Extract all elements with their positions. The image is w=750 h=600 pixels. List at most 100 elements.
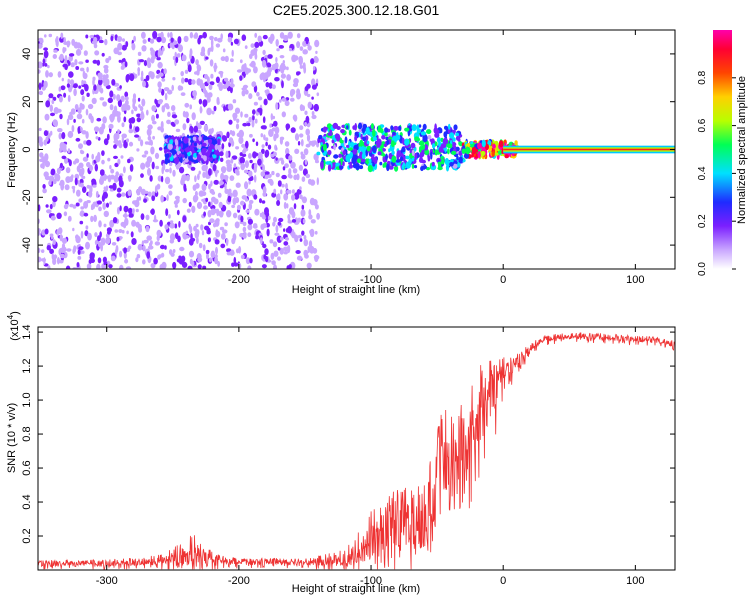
heatmap-cell [288, 155, 293, 161]
heatmap-cell [261, 214, 266, 220]
heatmap-cell [263, 76, 266, 83]
heatmap-cell [299, 125, 304, 131]
heatmap-cell [408, 158, 412, 165]
heatmap-cell [202, 99, 208, 107]
heatmap-cell [164, 176, 171, 185]
heatmap-cell [338, 165, 344, 170]
heatmap-cell [414, 152, 418, 160]
heatmap-cell [108, 123, 114, 130]
heatmap-cell [44, 34, 47, 38]
heatmap-cell [278, 217, 284, 223]
heatmap-cell [430, 164, 437, 171]
heatmap-cell [352, 154, 358, 161]
heatmap-cell [80, 89, 85, 96]
heatmap-cell [246, 122, 251, 127]
heatmap-cell [117, 129, 120, 134]
multiplier-exponent: 4 [6, 314, 15, 319]
heatmap-cell [287, 214, 291, 220]
heatmap-cell [269, 123, 272, 128]
heatmap-cell [283, 193, 289, 201]
heatmap-cell [52, 196, 58, 203]
heatmap-cell [205, 249, 210, 255]
heatmap-cell [299, 104, 304, 112]
heatmap-cell [235, 123, 240, 130]
heatmap-cell [78, 246, 84, 251]
heatmap-cell [169, 167, 172, 174]
heatmap-cell [208, 201, 211, 207]
heatmap-cell [292, 168, 298, 174]
heatmap-cell [209, 257, 212, 263]
heatmap-cell [159, 263, 165, 269]
heatmap-cell [411, 149, 415, 156]
heatmap-cell [350, 141, 355, 148]
heatmap-cell [514, 140, 518, 146]
heatmap-cell [397, 125, 402, 131]
heatmap-cell [327, 163, 332, 172]
heatmap-cell [208, 168, 212, 176]
heatmap-cell [84, 84, 89, 92]
heatmap-region-medium [163, 134, 222, 166]
heatmap-cell [274, 62, 279, 69]
heatmap-cell [157, 81, 162, 88]
heatmap-cell [281, 111, 286, 118]
heatmap-cell [372, 145, 377, 154]
heatmap-cell [372, 136, 377, 142]
heatmap-cell [180, 71, 184, 77]
heatmap-cell [190, 126, 194, 134]
heatmap-cell [111, 79, 116, 86]
heatmap-cell [280, 73, 286, 79]
heatmap-cell [61, 237, 68, 244]
heatmap-cell [68, 53, 75, 57]
heatmap-y-tick-label: -40 [21, 237, 33, 253]
heatmap-cell [101, 52, 105, 57]
heatmap-cell [271, 170, 275, 176]
heatmap-cell [235, 182, 241, 188]
heatmap-region-medium [316, 122, 466, 173]
heatmap-cell [225, 238, 229, 247]
heatmap-cell [64, 203, 69, 208]
heatmap-cell [242, 221, 247, 226]
heatmap-cell [365, 158, 369, 164]
heatmap-cell [416, 128, 422, 134]
heatmap-cell [83, 50, 88, 56]
multiplier-base: (x10 [9, 319, 21, 340]
heatmap-cell [169, 31, 173, 39]
heatmap-cell [377, 151, 382, 156]
heatmap-cell [147, 124, 153, 130]
heatmap-cell [248, 153, 252, 159]
heatmap-cell [285, 182, 288, 190]
heatmap-cell [381, 135, 386, 140]
heatmap-cell [176, 53, 181, 58]
heatmap-cell [304, 254, 309, 259]
heatmap-cell [161, 166, 164, 175]
heatmap-cell [234, 107, 241, 114]
heatmap-cell [122, 103, 128, 111]
heatmap-cell [354, 135, 358, 142]
heatmap-cell [256, 91, 260, 97]
heatmap-cell [277, 180, 282, 187]
heatmap-cell [202, 142, 207, 147]
heatmap-cell [214, 254, 218, 259]
heatmap-cell [184, 102, 190, 108]
heatmap-cell [314, 254, 319, 262]
heatmap-cell [132, 93, 137, 100]
heatmap-cell [137, 97, 141, 102]
heatmap-cell [279, 137, 283, 145]
heatmap-cell [142, 259, 146, 265]
heatmap-cell [230, 158, 234, 164]
heatmap-cell [390, 125, 394, 131]
heatmap-cell [141, 45, 147, 52]
heatmap-cell [252, 138, 255, 143]
heatmap-cell [245, 209, 250, 213]
heatmap-cell [86, 200, 91, 204]
heatmap-cell [379, 161, 383, 166]
heatmap-cell [247, 223, 253, 231]
heatmap-cell [217, 138, 221, 146]
heatmap-cell [221, 167, 226, 174]
heatmap-cell [70, 62, 75, 68]
heatmap-cell [172, 123, 176, 127]
heatmap-cell [153, 257, 158, 265]
heatmap-cell [299, 133, 304, 138]
heatmap-cell [294, 148, 300, 154]
heatmap-cell [41, 249, 45, 254]
